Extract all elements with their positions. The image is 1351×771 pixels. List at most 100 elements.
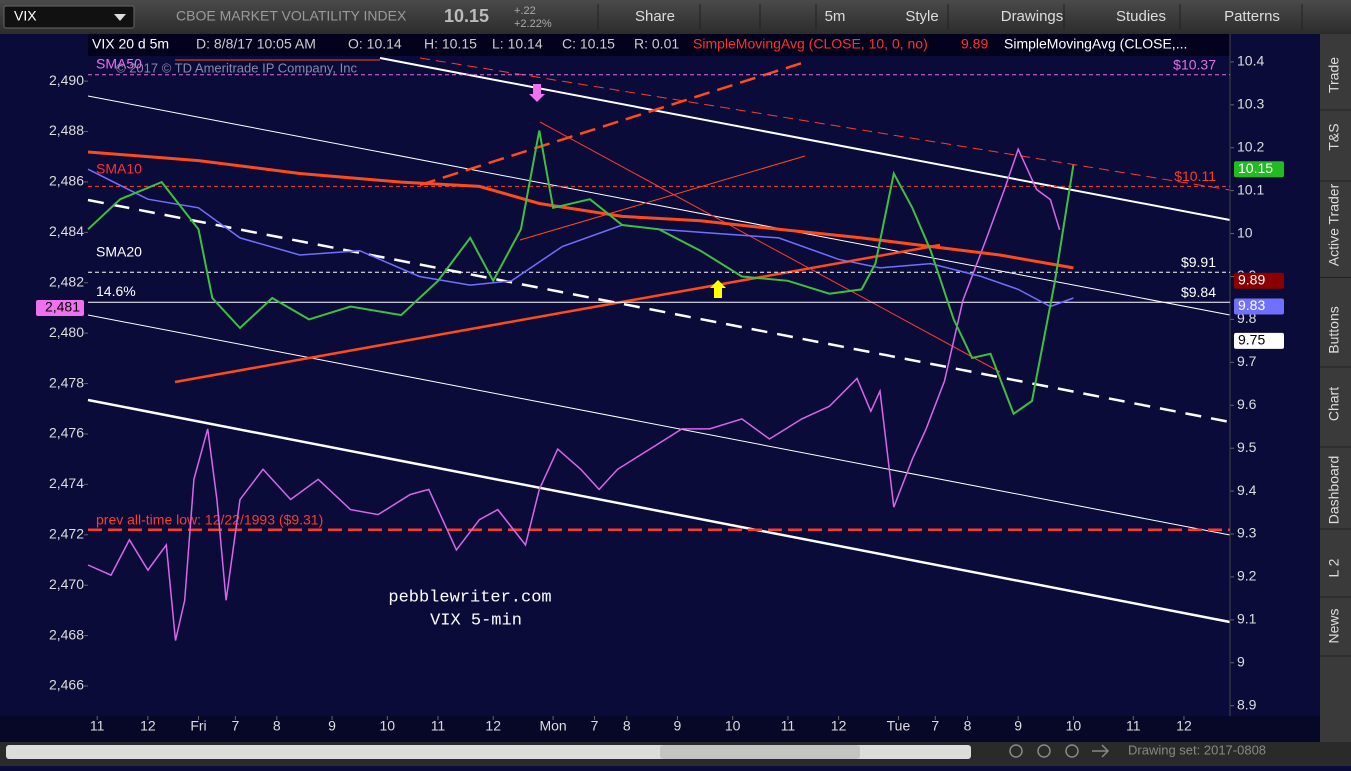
sidebar-tab[interactable]: L 2 [1326,558,1342,577]
sidebar-tab[interactable]: Trade [1326,57,1342,93]
price-box [1234,272,1284,289]
symbol: VIX [14,8,37,24]
y-tick-label: 2,482 [49,273,84,289]
level-label: $10.11 [1174,168,1216,184]
sidebar-tab[interactable]: Active Trader [1326,183,1342,266]
annotation: VIX 5-min [430,611,522,630]
channel-line [379,57,1231,221]
toolbar [0,0,1351,34]
dropdown-arrow [114,14,126,21]
y-tick-label: 2,490 [49,72,84,88]
sidebar-tab[interactable]: Buttons [1326,306,1342,353]
trend-line [419,60,806,187]
arrow-up [710,280,726,298]
toolbar-button[interactable]: Patterns [1224,8,1280,25]
channel-line [87,198,1231,424]
x-tick-label: Fri [190,718,206,734]
x-tick-label: 10 [380,718,396,734]
sidebar-tab[interactable]: T&S [1326,123,1342,150]
x-tick-label: Mon [539,718,566,734]
level-label: $10.37 [1173,56,1216,72]
y-tick-label: 2,472 [49,525,84,541]
header-item: 9.89 [961,36,988,52]
x-tick-label: 9 [1014,718,1022,734]
trend-line [539,121,1001,373]
x-tick-label: Tue [887,718,911,734]
price-box [1234,332,1284,349]
y2-tick-label: 10.1 [1237,181,1264,197]
last-price: 10.15 [444,6,489,26]
price-box [1234,298,1284,315]
annotation: SMA50 [96,56,142,72]
change-pct: +2.22% [514,18,552,30]
x-tick-label: 7 [591,718,599,734]
x-tick-label: 11 [90,718,105,734]
y-tick-label: 2,468 [49,626,84,642]
sidebar [1320,34,1351,766]
change: +.22 [514,5,536,17]
price-box-label: 10.15 [1238,160,1273,176]
y2-tick-label: 9.2 [1237,568,1257,584]
y2-tick-label: 9.6 [1237,396,1257,412]
y-tick-label: 2,466 [49,677,84,693]
header-item: R: 0.01 [634,36,679,52]
x-tick-label: 8 [964,718,972,734]
y2-tick-label: 9.7 [1237,353,1257,369]
scroll-thumb[interactable] [660,745,860,759]
x-tick-label: 8 [273,718,281,734]
zoom-controls [1009,744,1110,758]
drawings [87,57,1231,624]
y2-tick-label: 9.1 [1237,611,1257,627]
level-label: $9.91 [1181,254,1216,270]
sidebar-tab[interactable]: Chart [1326,387,1342,421]
drawing-set[interactable]: Drawing set: 2017-0808 [1128,742,1266,757]
toolbar-button[interactable]: Style [905,8,938,25]
y2-tick-label: 10.3 [1237,96,1264,112]
x-tick-label: 9 [674,718,682,734]
y2-tick-label: 9 [1237,653,1245,669]
annotation: SMA10 [96,161,142,177]
y-tick-label: 2,478 [49,374,84,390]
left-price-box-label: 2,481 [45,299,80,315]
series-line [87,130,1075,416]
x-tick-label: 9 [328,718,336,734]
x-tick-label: 7 [231,718,239,734]
y-tick-label: 2,480 [49,324,84,340]
trend-line [419,57,1231,191]
toolbar-button[interactable]: Share [635,8,675,25]
arrow-down [529,84,545,102]
description: CBOE MARKET VOLATILITY INDEX [176,8,407,24]
toolbar-button[interactable]: 5m [825,8,846,25]
x-tick-label: 10 [725,718,741,734]
toolbar-button[interactable]: Studies [1116,8,1166,25]
symbol-box[interactable] [3,5,135,29]
x-tick-label: 12 [1176,718,1192,734]
x-tick-label: 12 [831,718,847,734]
y-tick-label: 2,488 [49,122,84,138]
x-tick-label: 12 [485,718,501,734]
annotation: SMA20 [96,244,142,260]
header-item: O: 10.14 [348,36,402,52]
left-price-box [36,299,84,316]
x-tick-label: 7 [931,718,939,734]
y2-tick-label: 10 [1237,224,1253,240]
header-item: VIX 20 d 5m [92,36,169,52]
x-tick-label: 8 [623,718,631,734]
time-axis [0,716,1320,742]
header-item: C: 10.15 [562,36,615,52]
x-tick-label: 11 [431,718,446,734]
trend-line [174,243,941,384]
price-box-label: 9.83 [1238,297,1265,313]
sidebar-tab[interactable]: Dashboard [1326,456,1342,525]
trend-line [519,155,806,241]
y2-tick-label: 8.9 [1237,696,1257,712]
header-item: H: 10.15 [424,36,477,52]
annotation: pebblewriter.com [388,588,551,607]
price-box-label: 9.89 [1238,271,1265,287]
price-box-label: 9.75 [1238,332,1265,348]
sidebar-tab[interactable]: News [1326,608,1342,643]
y2-tick-label: 10.4 [1237,53,1264,69]
toolbar-button[interactable]: Drawings [1001,8,1064,25]
